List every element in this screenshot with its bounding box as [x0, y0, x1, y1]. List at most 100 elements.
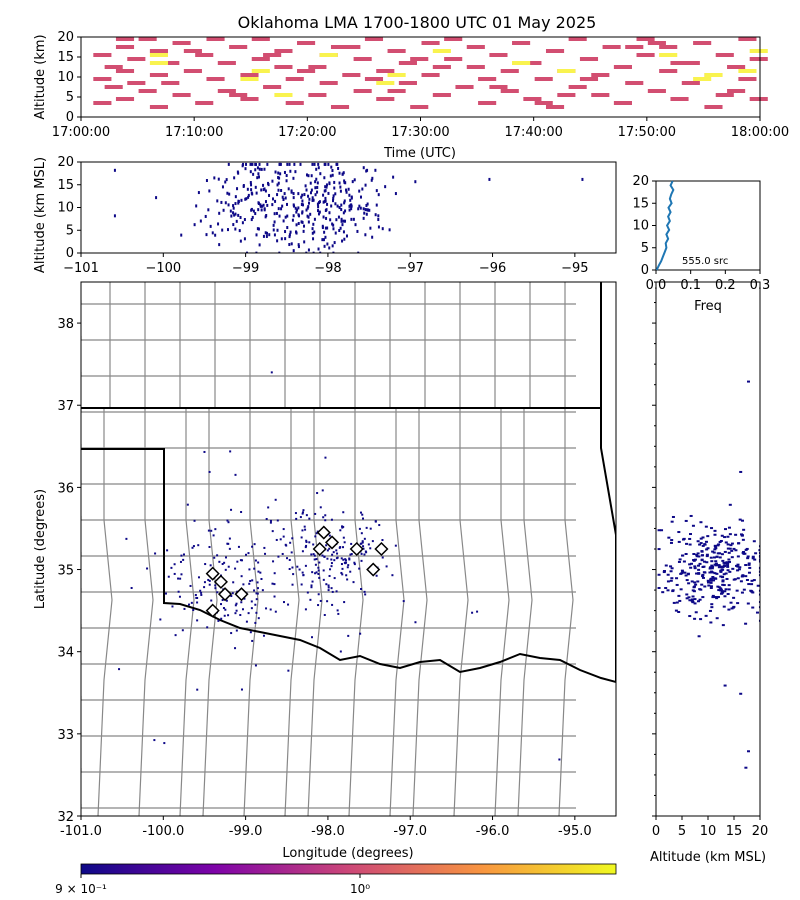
plan-view-point	[192, 545, 195, 548]
lon-height-point	[312, 222, 315, 226]
height-lat-point	[727, 526, 731, 529]
plan-view-point	[309, 598, 312, 601]
lon-height-point	[312, 251, 315, 253]
lon-height-point	[339, 226, 342, 230]
plan-view-xlabel: Longitude (degrees)	[282, 846, 413, 861]
plan-view-point	[324, 456, 327, 459]
time-height-bin	[466, 65, 485, 69]
plan-view-ytick-label: 34	[57, 646, 74, 661]
lon-height-point	[273, 233, 276, 237]
plan-view-point	[180, 573, 183, 576]
plan-view-point	[363, 590, 366, 593]
county-line	[81, 624, 576, 629]
height-lat-point	[660, 529, 664, 532]
height-lat-point	[721, 566, 725, 569]
plan-view-point	[200, 591, 203, 594]
time-height-ytick-label: 0	[66, 110, 74, 125]
plan-view-point	[209, 564, 212, 567]
lon-height-point	[322, 215, 325, 219]
plan-view-point	[321, 554, 324, 557]
height-lat-point	[695, 553, 699, 556]
plan-view-point	[203, 581, 206, 584]
height-lat-point	[677, 540, 681, 543]
lon-height-point	[369, 226, 372, 230]
height-lat-point	[752, 540, 756, 543]
lon-height-point	[338, 228, 341, 232]
plan-view-point	[326, 549, 329, 552]
height-lat-point	[758, 552, 760, 555]
height-lat-point	[657, 573, 661, 576]
lon-height-point	[338, 181, 341, 185]
plan-view-point	[326, 557, 329, 560]
lon-height-point	[237, 213, 240, 217]
lon-height-point	[312, 237, 315, 241]
height-lat-xtick-label: 15	[726, 824, 743, 839]
time-height-bin	[579, 57, 599, 61]
height-lat-point	[740, 533, 744, 536]
height-lat-point	[671, 589, 675, 592]
lon-height-point	[155, 196, 158, 200]
lon-height-point	[265, 231, 268, 235]
lon-height-point	[209, 224, 212, 228]
lon-height-point	[341, 239, 344, 243]
height-lat-point	[758, 549, 760, 552]
lon-height-point	[488, 177, 491, 181]
lon-height-point	[281, 195, 284, 199]
height-lat-point	[693, 558, 697, 561]
lon-height-point	[261, 204, 264, 208]
lon-height-point	[317, 212, 320, 216]
lon-height-ytick-label: 0	[66, 246, 74, 261]
lon-height-point	[316, 185, 319, 189]
plan-view-point	[330, 518, 333, 521]
height-lat-point	[735, 589, 739, 592]
lma-station-marker	[205, 603, 220, 618]
lon-height-point	[288, 243, 291, 247]
height-lat-point	[711, 596, 715, 599]
height-lat-point	[695, 572, 699, 575]
plan-view-point	[264, 552, 267, 555]
height-lat-point	[703, 543, 707, 546]
lon-height-point	[322, 238, 325, 242]
lon-height-point	[322, 200, 325, 204]
height-lat-xtick-label: 0	[652, 824, 660, 839]
plan-view-ytick-label: 32	[57, 810, 74, 825]
plan-view-point	[317, 604, 320, 607]
county-boundaries	[81, 282, 576, 816]
plan-view-point	[329, 568, 332, 571]
lon-height-point	[286, 162, 289, 166]
height-lat-point	[747, 583, 751, 586]
lon-height-point	[286, 226, 289, 230]
lon-height-points	[113, 162, 584, 253]
lon-height-point	[285, 179, 288, 183]
lon-height-point	[221, 228, 224, 232]
plan-view-point	[206, 626, 209, 629]
plan-view-point	[222, 607, 225, 610]
plan-view-point	[323, 555, 326, 558]
lon-height-point	[343, 180, 346, 184]
lon-height-point	[234, 212, 237, 216]
lon-height-point	[308, 197, 311, 201]
lon-height-point	[225, 178, 228, 182]
colorbar-label-one: 10⁰	[350, 882, 370, 896]
time-height-bin	[353, 89, 372, 93]
lon-height-point	[307, 248, 310, 252]
histogram-xlabel: Freq	[694, 299, 722, 314]
lon-height-point	[305, 208, 308, 212]
lon-height-point	[281, 204, 284, 208]
lon-height-point	[362, 166, 365, 170]
time-height-bin	[297, 41, 316, 45]
time-height-bin	[534, 77, 553, 81]
height-lat-point	[753, 558, 757, 561]
lon-height-point	[300, 220, 303, 224]
plan-view-point	[210, 529, 213, 532]
plan-view-point	[316, 492, 319, 495]
plan-view-point	[335, 590, 338, 593]
height-lat-point	[693, 581, 697, 584]
lon-height-point	[236, 187, 239, 191]
plan-view-point	[195, 596, 198, 599]
time-height-bin	[93, 101, 112, 105]
height-lat-point	[697, 564, 701, 567]
lon-height-point	[317, 209, 320, 213]
lma-station-marker	[349, 541, 364, 557]
lon-height-point	[216, 199, 219, 203]
